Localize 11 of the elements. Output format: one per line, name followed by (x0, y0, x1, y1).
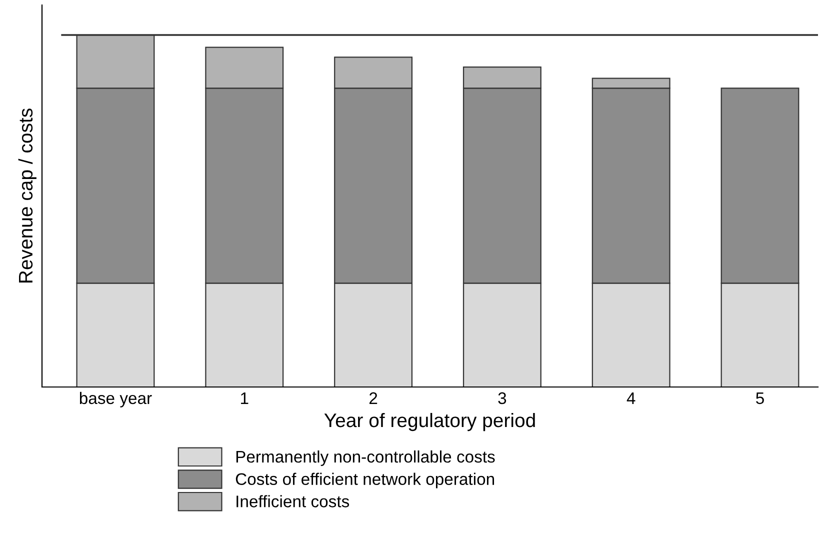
x-tick-label: 5 (756, 392, 764, 404)
x-tick-label: 4 (626, 392, 636, 404)
legend-label: Inefficient costs (236, 495, 350, 508)
x-tick-label: 2 (369, 392, 378, 404)
legend-label: Permanently non-controllable costs (236, 450, 495, 466)
x-tick-label: 3 (498, 392, 506, 404)
x-tick-label: base year (80, 392, 152, 408)
x-tick-label: 1 (241, 392, 248, 404)
y-axis-title: Revenue cap / costs (18, 108, 36, 282)
legend-label: Costs of efficient network operation (236, 472, 494, 488)
x-axis-title: Year of regulatory period (324, 412, 535, 432)
